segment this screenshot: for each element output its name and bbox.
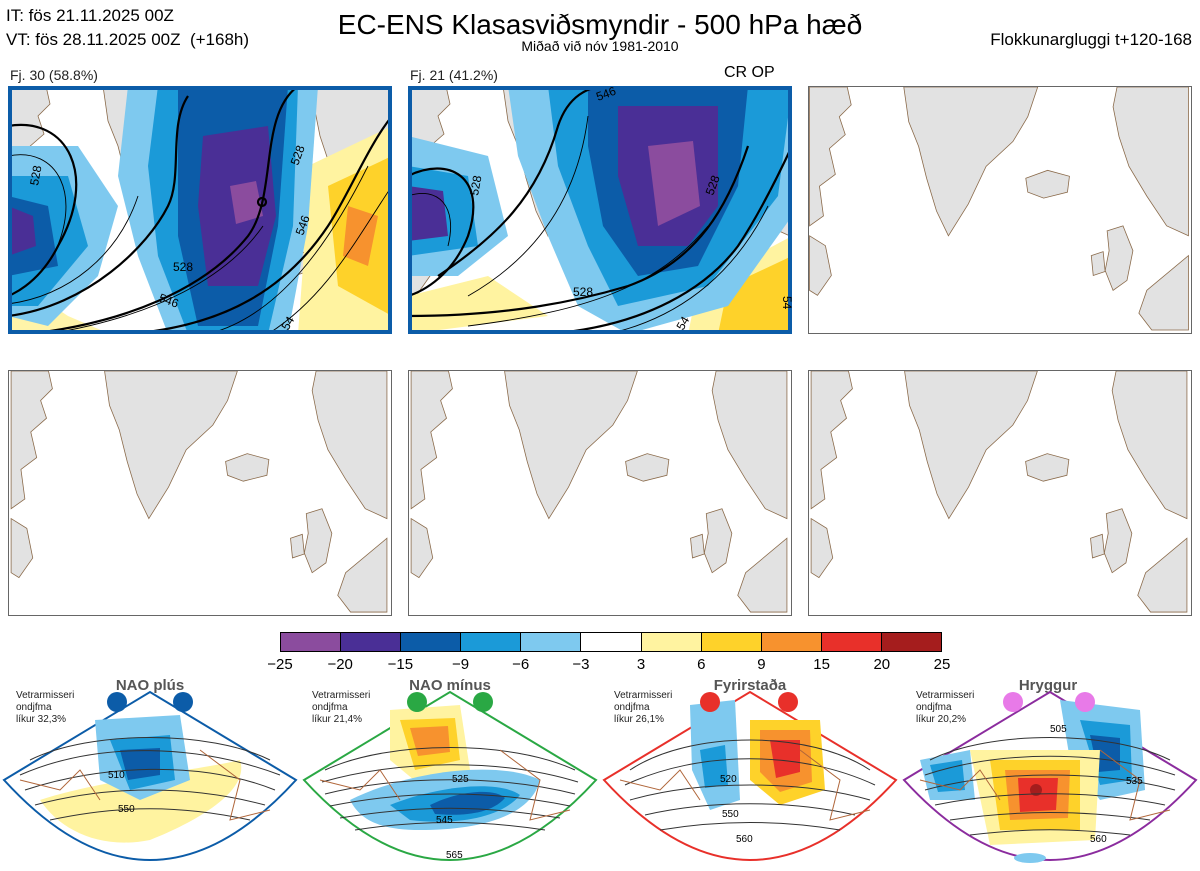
contour-label: 528 — [27, 164, 44, 186]
colorbar-tick-label: −20 — [327, 656, 353, 673]
valid-time: VT: fös 28.11.2025 00Z (+168h) — [6, 30, 250, 49]
regime-marker — [173, 692, 193, 712]
colorbar-segment — [341, 633, 402, 651]
page-subtitle: Miðað við nóv 1981-2010 — [521, 38, 679, 54]
colorbar-segment — [401, 633, 462, 651]
colorbar — [280, 632, 942, 652]
colorbar-segment — [641, 633, 702, 651]
colorbar-segment — [881, 633, 942, 651]
contour-label: 528 — [467, 174, 484, 196]
panel-2-label: Fj. 21 (41.2%) — [410, 67, 498, 83]
regime-note: Vetrarmisseri ondjfma líkur 26,1% — [614, 690, 673, 725]
svg-text:560: 560 — [736, 834, 753, 845]
cluster-map-1: 528 546 528 546 528 54 — [8, 86, 392, 334]
panel-2-tag: CR OP — [724, 64, 775, 81]
svg-text:560: 560 — [1090, 834, 1107, 845]
regime-title: Fyrirstaða — [713, 677, 787, 694]
colorbar-segment — [821, 633, 882, 651]
svg-text:545: 545 — [436, 815, 453, 826]
svg-text:525: 525 — [452, 774, 469, 785]
page-title: EC-ENS Klasasviðsmyndir - 500 hPa hæð — [337, 9, 863, 40]
regime-title: NAO mínus — [409, 677, 491, 694]
classification-window: Flokkunargluggi t+120-168 — [990, 30, 1192, 49]
regime-note: Vetrarmisseri ondjfma líkur 32,3% — [16, 690, 75, 725]
colorbar-tick-label: 20 — [873, 656, 891, 673]
regime-map: 505 535 560 — [902, 690, 1198, 863]
regime-map: 510 550 — [2, 690, 298, 861]
contour-label: 528 — [288, 143, 308, 167]
colorbar-tick-label: −6 — [512, 656, 530, 673]
colorbar-segment — [281, 633, 342, 651]
colorbar-segment — [581, 633, 642, 651]
colorbar-tick-label: 6 — [697, 656, 706, 673]
regime-map: 525 545 565 — [302, 690, 598, 861]
colorbar-tick-label: 25 — [933, 656, 951, 673]
regime-title: NAO plús — [115, 677, 185, 694]
cluster-map-4 — [8, 370, 392, 616]
panel-1-label: Fj. 30 (58.8%) — [10, 67, 98, 83]
regime-title: Hryggur — [1018, 677, 1078, 694]
colorbar-tick-label: −15 — [387, 656, 414, 673]
cluster-map-5 — [408, 370, 792, 616]
colorbar-tick-label: −25 — [267, 656, 293, 673]
svg-text:565: 565 — [446, 850, 463, 861]
regime-marker — [1003, 692, 1023, 712]
initial-time: IT: fös 21.11.2025 00Z — [6, 6, 174, 25]
contour-label: 546 — [157, 291, 181, 311]
svg-text:510: 510 — [108, 770, 125, 781]
regime-map: 520 550 560 — [602, 690, 898, 861]
colorbar-segment — [761, 633, 822, 651]
contour-label: 54 — [780, 296, 792, 310]
regime-note: Vetrarmisseri ondjfma líkur 21,4% — [312, 690, 371, 725]
colorbar-tick-label: 3 — [636, 656, 646, 673]
colorbar-tick-label: −9 — [451, 656, 470, 673]
colorbar-segment — [701, 633, 762, 651]
regime-marker — [700, 692, 720, 712]
colorbar-segment — [521, 633, 582, 651]
cluster-map-3 — [808, 86, 1192, 334]
svg-text:505: 505 — [1050, 724, 1067, 735]
regime-marker — [778, 692, 798, 712]
contour-label: 54 — [673, 314, 692, 333]
colorbar-tick-label: 15 — [813, 656, 830, 673]
regime-note: Vetrarmisseri ondjfma líkur 20,2% — [916, 690, 975, 725]
regime-marker — [107, 692, 127, 712]
svg-text:535: 535 — [1126, 776, 1143, 787]
regime-marker — [1075, 692, 1095, 712]
contour-label: 54 — [278, 314, 297, 333]
colorbar-tick-label: 9 — [757, 656, 766, 673]
contour-label: 528 — [173, 260, 193, 274]
svg-text:550: 550 — [118, 804, 135, 815]
contour-label: 546 — [293, 213, 313, 237]
cluster-map-6 — [808, 370, 1192, 616]
cluster-map-2: 528 546 528 528 54 54 — [408, 86, 792, 334]
svg-text:520: 520 — [720, 774, 737, 785]
regime-marker — [407, 692, 427, 712]
svg-text:550: 550 — [722, 809, 739, 820]
colorbar-tick-label: −3 — [572, 656, 590, 673]
regime-marker — [473, 692, 493, 712]
colorbar-segment — [461, 633, 522, 651]
contour-label: 528 — [703, 173, 723, 197]
contour-label: 528 — [573, 285, 593, 299]
